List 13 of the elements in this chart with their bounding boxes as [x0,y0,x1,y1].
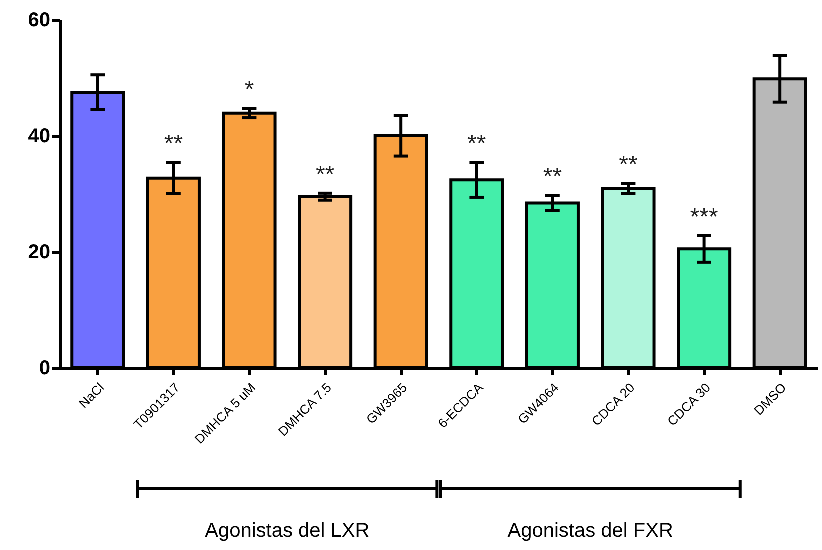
annotation: *** [690,204,718,231]
text: Agonistas del LXR [205,520,370,543]
annotation: ** [468,130,486,158]
annotation: ** [316,161,335,188]
y-tick-label: 60 [28,10,50,32]
annotation: ** [543,164,562,191]
y-tick-label: 40 [28,126,50,148]
annotation: ** [164,130,184,158]
y-tick-label: 0 [39,358,50,380]
annotation: * [244,76,254,104]
y-tick-label: 20 [28,242,50,264]
annotation: ** [619,152,638,179]
text: Agonistas del FXR [508,520,674,543]
